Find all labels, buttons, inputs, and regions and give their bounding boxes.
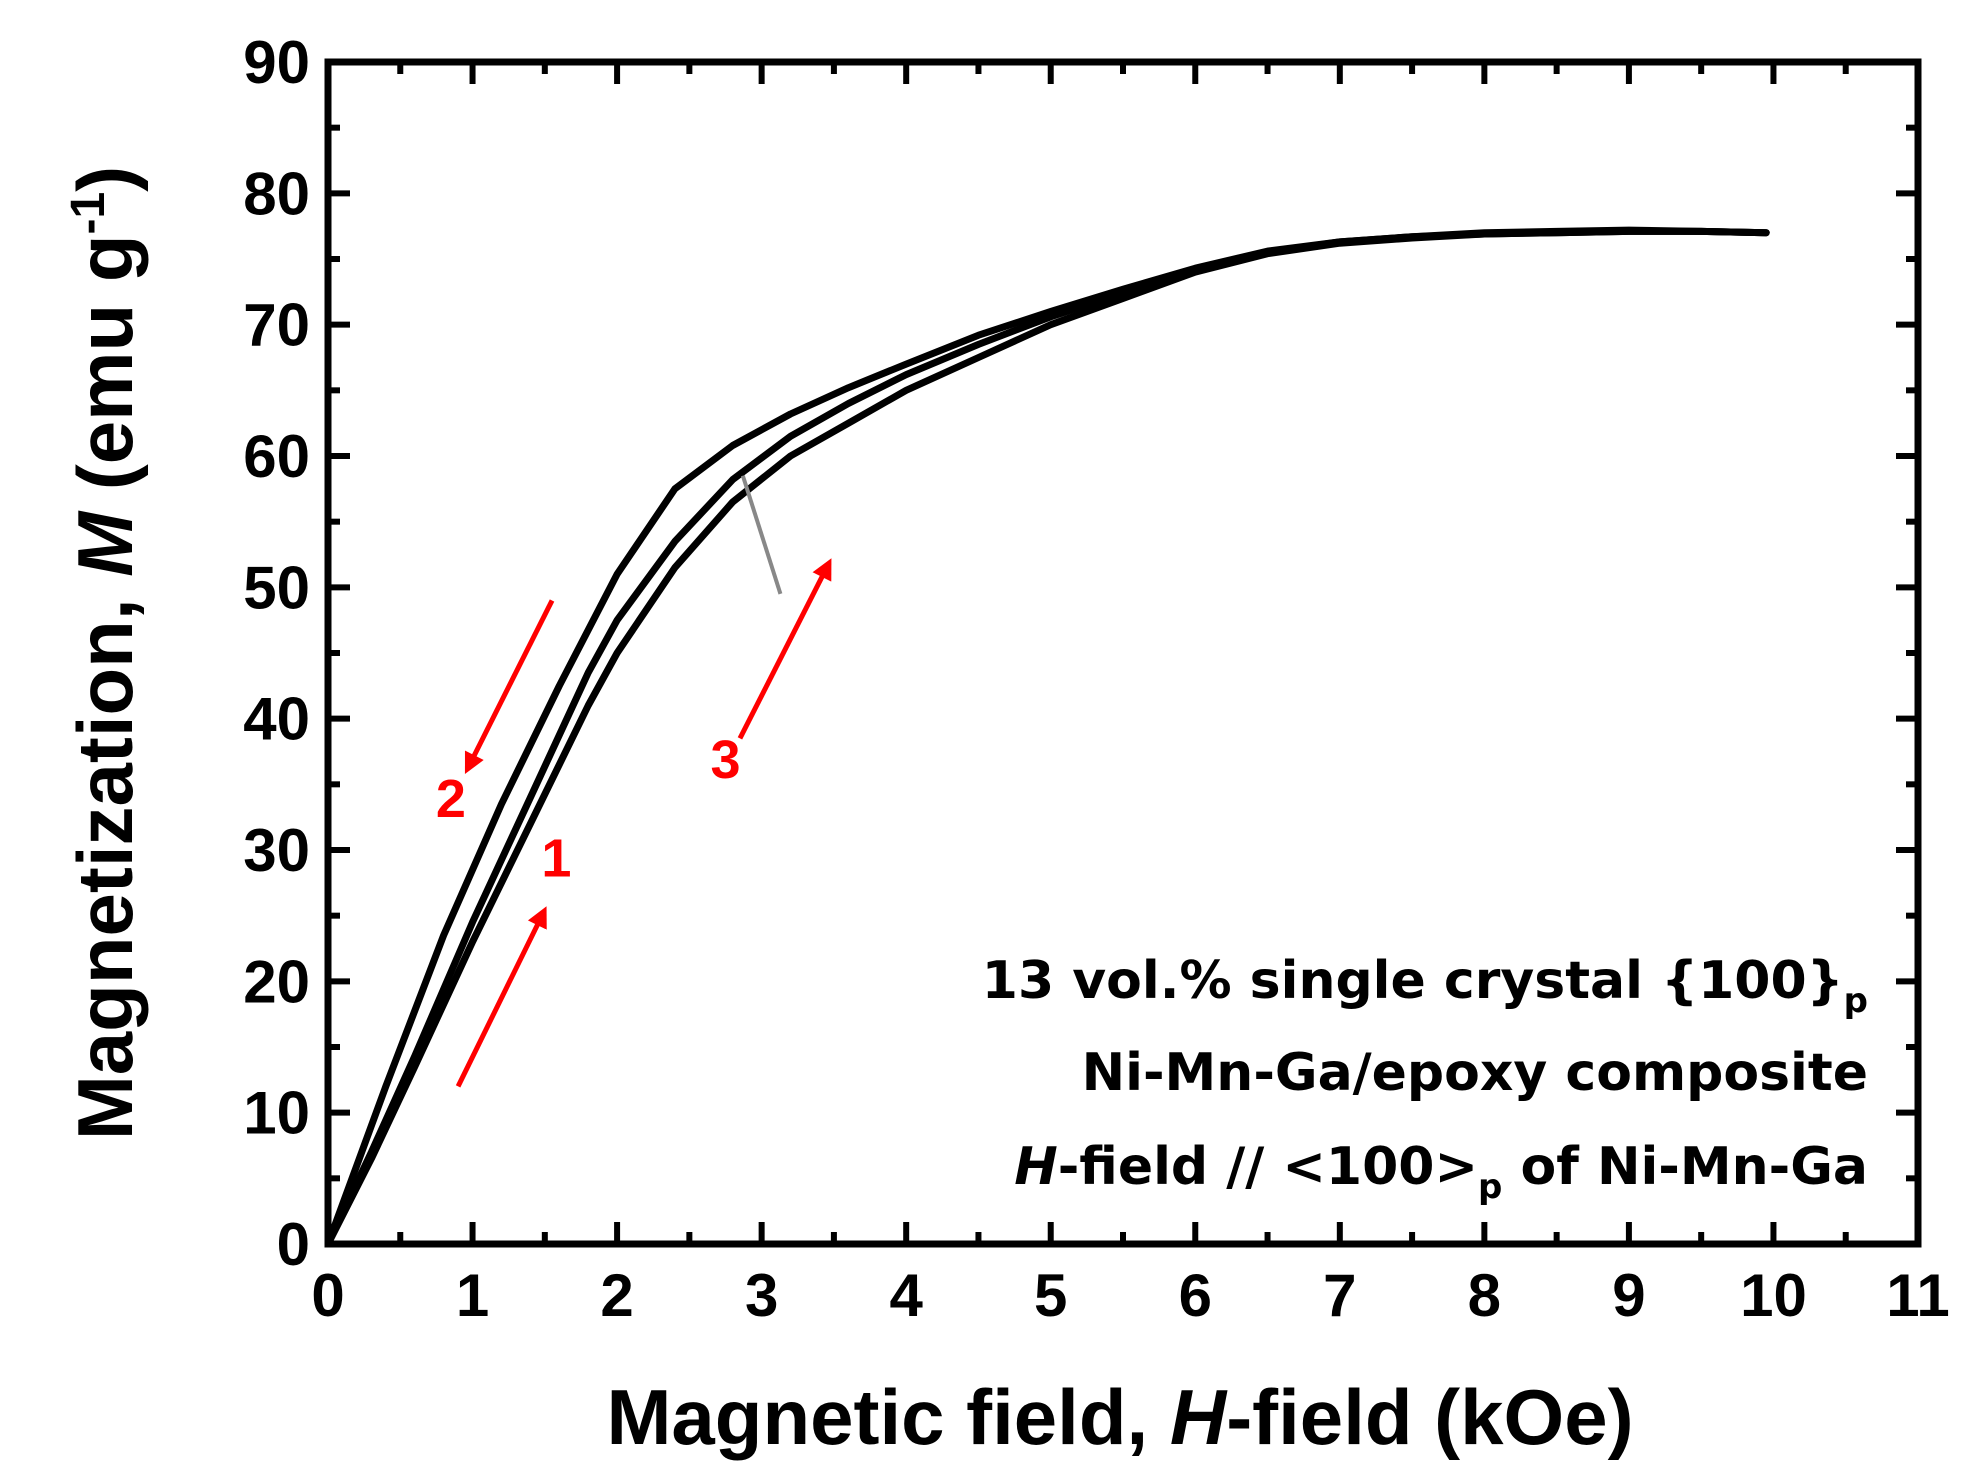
y-tick-label: 50 — [243, 554, 310, 621]
y-axis-title-prefix: Magnetization, — [61, 577, 149, 1140]
x-tick-label: 6 — [1179, 1262, 1212, 1329]
arrow-3 — [737, 558, 832, 740]
y-tick-label: 0 — [277, 1211, 310, 1278]
y-axis-title: Magnetization, M (emu g-1) — [61, 166, 149, 1140]
x-tick-label: 5 — [1034, 1262, 1067, 1329]
sample-note-line-1: 13 vol.% single crystal {100}p — [982, 951, 1868, 1021]
y-tick-label: 20 — [243, 948, 310, 1015]
x-axis-title-symbol: H — [1170, 1373, 1228, 1461]
pointer-line — [740, 475, 783, 595]
sample-note-line-1-text: 13 vol.% single crystal {100} — [982, 951, 1844, 1011]
x-tick-label: 1 — [456, 1262, 489, 1329]
x-tick-label: 2 — [600, 1262, 633, 1329]
sample-note-line-3-text: -field // <100> — [1058, 1137, 1478, 1197]
annotation-label-1: 1 — [541, 828, 571, 888]
y-axis-title-superscript: -1 — [62, 192, 115, 235]
sample-note-line-3: H-field // <100>p of Ni-Mn-Ga — [1014, 1137, 1868, 1207]
annotation-label-2: 2 — [436, 769, 466, 829]
sample-note-line-3-symbol: H — [1014, 1137, 1058, 1197]
annotations: 1 2 3 — [436, 475, 832, 1088]
x-tick-label: 7 — [1323, 1262, 1356, 1329]
x-axis-title: Magnetic field, H-field (kOe) — [606, 1373, 1633, 1461]
x-tick-label: 8 — [1468, 1262, 1501, 1329]
axis-ticks — [325, 59, 1921, 1247]
y-tick-label: 60 — [243, 423, 310, 490]
y-axis-title-close: ) — [61, 166, 149, 192]
hysteresis-curves — [324, 226, 1770, 1248]
x-tick-labels: 0 1 2 3 4 5 6 7 8 9 10 11 — [311, 1262, 1949, 1329]
y-tick-label: 10 — [243, 1080, 310, 1147]
sample-note-line-3-tail: of Ni-Mn-Ga — [1502, 1137, 1868, 1197]
y-tick-label: 80 — [243, 160, 310, 227]
y-axis-title-suffix: (emu g — [61, 235, 149, 512]
y-tick-label: 40 — [243, 686, 310, 753]
x-tick-label: 9 — [1612, 1262, 1645, 1329]
x-tick-label: 0 — [311, 1262, 344, 1329]
y-tick-label: 70 — [243, 292, 310, 359]
x-tick-label: 3 — [745, 1262, 778, 1329]
x-axis-title-prefix: Magnetic field, — [606, 1373, 1169, 1461]
sample-note-line-1-subscript: p — [1844, 981, 1868, 1021]
y-tick-labels: 0 10 20 30 40 50 60 70 80 90 — [243, 29, 310, 1278]
curve-3 — [324, 227, 1770, 1248]
y-axis-title-symbol: M — [61, 510, 149, 577]
y-tick-label: 30 — [243, 817, 310, 884]
y-tick-label: 90 — [243, 29, 310, 96]
sample-note-line-3-subscript: p — [1478, 1167, 1502, 1207]
arrow-1 — [455, 906, 547, 1088]
x-tick-label: 10 — [1740, 1262, 1807, 1329]
annotation-label-3: 3 — [710, 730, 740, 790]
x-tick-label: 4 — [889, 1262, 923, 1329]
x-tick-label: 11 — [1886, 1262, 1949, 1329]
sample-note-line-2: Ni-Mn-Ga/epoxy composite — [1082, 1043, 1868, 1103]
arrow-2 — [464, 599, 555, 775]
x-axis-title-suffix: -field (kOe) — [1226, 1373, 1633, 1461]
